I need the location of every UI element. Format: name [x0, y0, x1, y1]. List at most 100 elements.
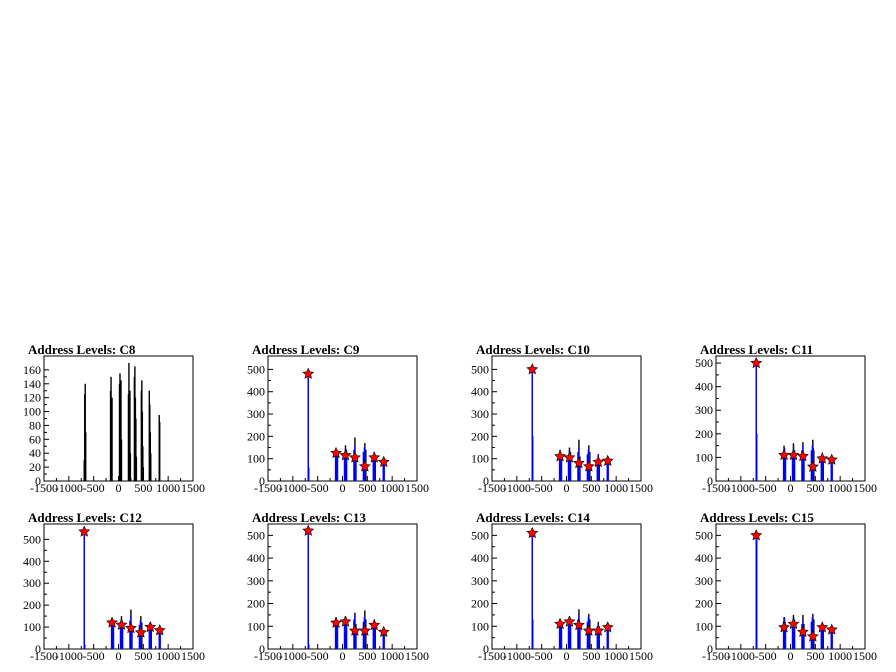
peak-marker [106, 616, 119, 628]
x-tick-label: 1000 [828, 481, 852, 495]
x-tick-label: 500 [134, 649, 152, 663]
y-tick-label: 400 [23, 554, 41, 568]
peak-marker [554, 617, 567, 629]
x-tick-label: -500 [307, 481, 329, 495]
y-tick-label: 60 [29, 432, 41, 446]
y-tick-label: 40 [29, 446, 41, 460]
x-tick-label: -500 [755, 481, 777, 495]
chart-title: Address Levels: C14 [476, 510, 590, 525]
chart-panel: Address Levels: C10 0 100 200 300 400 500 -1500… [448, 336, 672, 504]
peak-marker [302, 367, 315, 379]
y-tick-label: 200 [247, 597, 265, 611]
x-tick-label: 1500 [853, 649, 877, 663]
x-tick-label: -500 [83, 649, 105, 663]
peak-marker [358, 460, 371, 472]
chart-title: Address Levels: C8 [28, 342, 136, 357]
y-tick-label: 400 [247, 551, 265, 565]
x-tick-label: 0 [340, 481, 346, 495]
peak-marker [573, 618, 585, 631]
y-tick-label: 200 [247, 429, 265, 443]
peak-marker [330, 446, 343, 459]
y-tick-label: 0 [259, 642, 265, 656]
y-tick-label: 140 [23, 377, 41, 391]
y-tick-label: 500 [695, 356, 713, 370]
x-tick-label: 1500 [181, 649, 205, 663]
chart-title: Address Levels: C9 [252, 342, 360, 357]
y-tick-label: 500 [23, 532, 41, 546]
chart-svg: Address Levels: C10 0 100 200 300 400 500 -1500… [471, 342, 653, 495]
y-tick-label: 400 [471, 551, 489, 565]
chart-title: Address Levels: C11 [700, 342, 813, 357]
peak-marker [825, 623, 838, 635]
peak-marker [573, 456, 585, 469]
y-tick-label: 200 [695, 597, 713, 611]
peak-marker [144, 620, 157, 633]
peak-marker [778, 621, 791, 633]
chart-panel: Address Levels: C11 0 100 200 300 400 500 -1500… [672, 336, 896, 504]
series-group [307, 533, 385, 649]
x-tick-label: -1500 [478, 649, 506, 663]
x-tick-label: 1500 [405, 481, 429, 495]
x-tick-label: -500 [83, 481, 105, 495]
x-tick-label: 1000 [156, 481, 180, 495]
x-tick-label: 1000 [604, 481, 628, 495]
y-tick-label: 0 [707, 474, 713, 488]
chart-svg: Address Levels: C8020406080100120140160-… [23, 342, 205, 495]
x-tick-label: 0 [564, 649, 570, 663]
chart-title: Address Levels: C12 [28, 510, 142, 525]
x-tick-label: 500 [358, 649, 376, 663]
chart-panel: Address Levels: C8 0 20 40 60 80 100 120 140 160-… [0, 336, 224, 504]
y-tick-label: 80 [29, 418, 41, 432]
x-tick-label: -1000 [503, 481, 531, 495]
x-tick-label: -500 [755, 649, 777, 663]
x-tick-label: -1500 [254, 481, 282, 495]
chart-svg: Address Levels: C14 0 100 200 300 400 500 -1500… [471, 510, 653, 663]
series-group [83, 362, 161, 481]
y-tick-label: 100 [695, 619, 713, 633]
y-tick-label: 100 [471, 452, 489, 466]
peak-marker [115, 618, 128, 630]
peak-marker [601, 621, 614, 633]
peak-marker [526, 363, 539, 375]
plot-frame [715, 355, 866, 482]
y-tick-label: 100 [23, 405, 41, 419]
peak-marker [582, 460, 595, 472]
y-tick-label: 0 [259, 474, 265, 488]
y-tick-label: 300 [695, 574, 713, 588]
peak-marker [816, 452, 829, 464]
y-tick-label: 400 [695, 380, 713, 394]
x-tick-label: -1500 [254, 649, 282, 663]
chart-panel: Address Levels: C9 0 100 200 300 400 500 -1500-… [224, 336, 448, 504]
y-tick-label: 0 [707, 642, 713, 656]
x-tick-label: 0 [116, 649, 122, 663]
plot-frame [715, 523, 866, 650]
y-tick-label: 0 [483, 474, 489, 488]
peak-marker [787, 617, 800, 629]
x-tick-label: -1500 [30, 481, 58, 495]
peak-marker [601, 454, 614, 467]
y-tick-label: 300 [471, 574, 489, 588]
peak-marker [797, 625, 809, 637]
y-tick-label: 300 [695, 403, 713, 417]
peak-marker [377, 455, 390, 468]
x-tick-label: -1000 [55, 649, 83, 663]
chart-svg: Address Levels: C13 0 100 200 300 400 500 -1500… [247, 510, 429, 663]
x-tick-label: 500 [358, 481, 376, 495]
y-tick-label: 400 [247, 385, 265, 399]
x-tick-label: 1000 [604, 649, 628, 663]
series-group [531, 535, 609, 649]
y-tick-label: 20 [29, 460, 41, 474]
peak-marker [797, 449, 809, 462]
x-tick-label: 1000 [380, 481, 404, 495]
y-tick-label: 0 [483, 642, 489, 656]
x-tick-label: -1500 [702, 649, 730, 663]
y-tick-label: 500 [247, 362, 265, 376]
peak-marker [134, 626, 147, 638]
peak-marker [358, 624, 371, 636]
y-tick-label: 300 [247, 407, 265, 421]
y-tick-label: 0 [35, 642, 41, 656]
peak-marker [563, 451, 576, 463]
peak-marker [349, 451, 361, 463]
x-tick-label: 1500 [853, 481, 877, 495]
